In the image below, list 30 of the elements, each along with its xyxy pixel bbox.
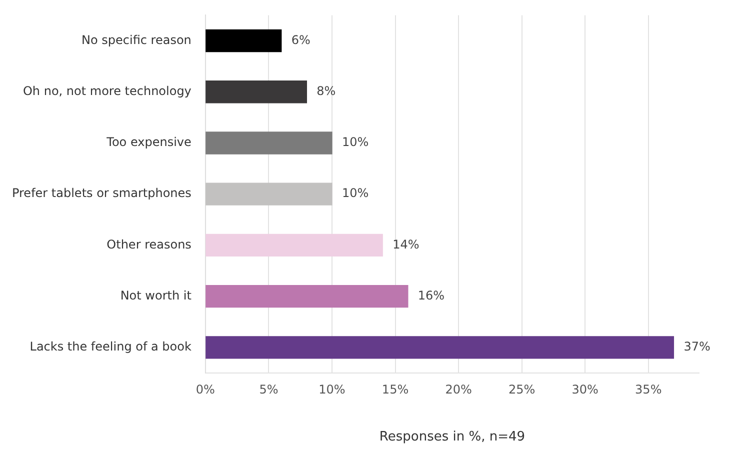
y-tick-label: No specific reason (82, 32, 192, 47)
bar (206, 285, 408, 308)
x-tick-label: 15% (382, 382, 409, 396)
data-label: 10% (342, 186, 369, 200)
y-tick-label: Too expensive (106, 135, 192, 150)
bar (206, 132, 332, 154)
x-tick-label: 30% (572, 382, 598, 396)
bar (206, 182, 332, 206)
x-tick-label: 25% (508, 382, 536, 396)
y-tick-label: Not worth it (120, 288, 192, 302)
bar (206, 234, 383, 257)
data-label: 37% (684, 340, 710, 354)
x-tick-label: 20% (445, 382, 472, 396)
bar (206, 29, 282, 52)
data-label: 14% (392, 237, 420, 252)
data-label: 8% (316, 84, 336, 98)
y-tick-label: Oh no, not more technology (22, 84, 192, 98)
y-tick-label: Other reasons (106, 237, 192, 252)
x-axis-title: Responses in %, n=49 (379, 430, 526, 445)
x-tick-label: 0% (196, 382, 215, 396)
bar (206, 336, 674, 359)
data-label: 10% (342, 135, 369, 150)
data-label: 6% (291, 32, 310, 47)
data-label: 16% (418, 288, 445, 302)
y-tick-label: Prefer tablets or smartphones (12, 186, 192, 200)
y-tick-label: Lacks the feeling of a book (30, 340, 192, 354)
x-tick-label: 35% (635, 382, 662, 396)
bar (206, 80, 307, 104)
x-tick-label: 5% (259, 382, 278, 396)
x-tick-label: 10% (318, 382, 346, 396)
